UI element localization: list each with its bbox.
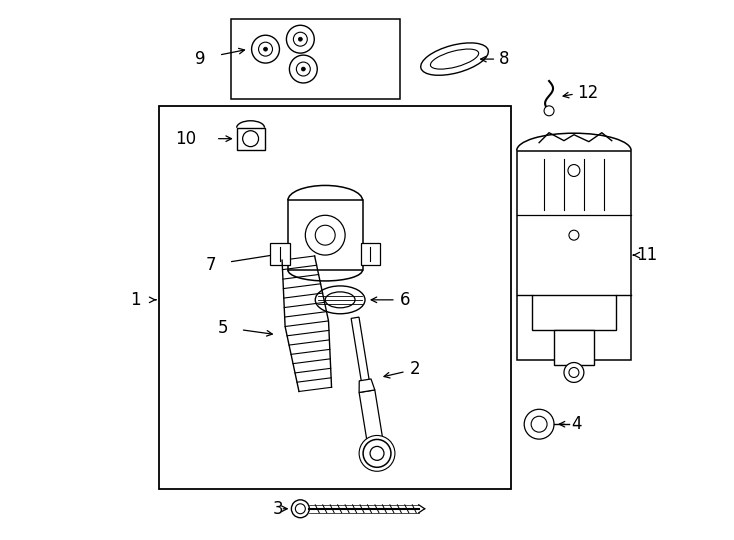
Circle shape	[264, 47, 267, 51]
Text: 10: 10	[175, 130, 196, 147]
Text: 9: 9	[195, 50, 206, 68]
Text: 3: 3	[273, 500, 283, 518]
Bar	[159, 106, 512, 489]
Text: 11: 11	[636, 246, 658, 264]
Polygon shape	[359, 379, 375, 393]
Circle shape	[286, 25, 314, 53]
Text: 2: 2	[410, 361, 421, 379]
Circle shape	[291, 500, 309, 518]
Circle shape	[316, 225, 335, 245]
Circle shape	[294, 32, 308, 46]
Bar	[360, 243, 380, 265]
Text: 5: 5	[218, 319, 229, 337]
Circle shape	[363, 440, 391, 467]
Circle shape	[252, 35, 280, 63]
Bar	[230, 19, 400, 99]
Bar	[236, 128, 264, 150]
Circle shape	[302, 67, 305, 71]
Circle shape	[568, 165, 580, 177]
Polygon shape	[359, 390, 383, 443]
Circle shape	[258, 42, 272, 56]
Circle shape	[243, 131, 258, 147]
Circle shape	[359, 435, 395, 471]
Circle shape	[305, 215, 345, 255]
Bar	[517, 151, 631, 360]
Ellipse shape	[421, 43, 488, 75]
Text: 7: 7	[206, 256, 216, 274]
Bar	[288, 200, 363, 270]
Text: 8: 8	[499, 50, 510, 68]
Text: 12: 12	[577, 84, 598, 102]
Text: 4: 4	[571, 415, 581, 433]
Circle shape	[531, 416, 547, 432]
Circle shape	[564, 362, 584, 382]
Ellipse shape	[325, 292, 355, 308]
Circle shape	[569, 230, 579, 240]
Circle shape	[524, 409, 554, 439]
Text: 1: 1	[131, 291, 141, 309]
Ellipse shape	[430, 49, 479, 69]
Polygon shape	[351, 317, 371, 396]
Bar	[531, 295, 617, 330]
Circle shape	[298, 37, 302, 41]
Circle shape	[295, 504, 305, 514]
Circle shape	[569, 368, 579, 377]
Bar	[270, 243, 290, 265]
Bar	[554, 330, 594, 364]
Circle shape	[297, 62, 310, 76]
Circle shape	[289, 55, 317, 83]
Circle shape	[370, 447, 384, 460]
Text: 6: 6	[400, 291, 410, 309]
Ellipse shape	[316, 286, 365, 314]
Circle shape	[544, 106, 554, 116]
